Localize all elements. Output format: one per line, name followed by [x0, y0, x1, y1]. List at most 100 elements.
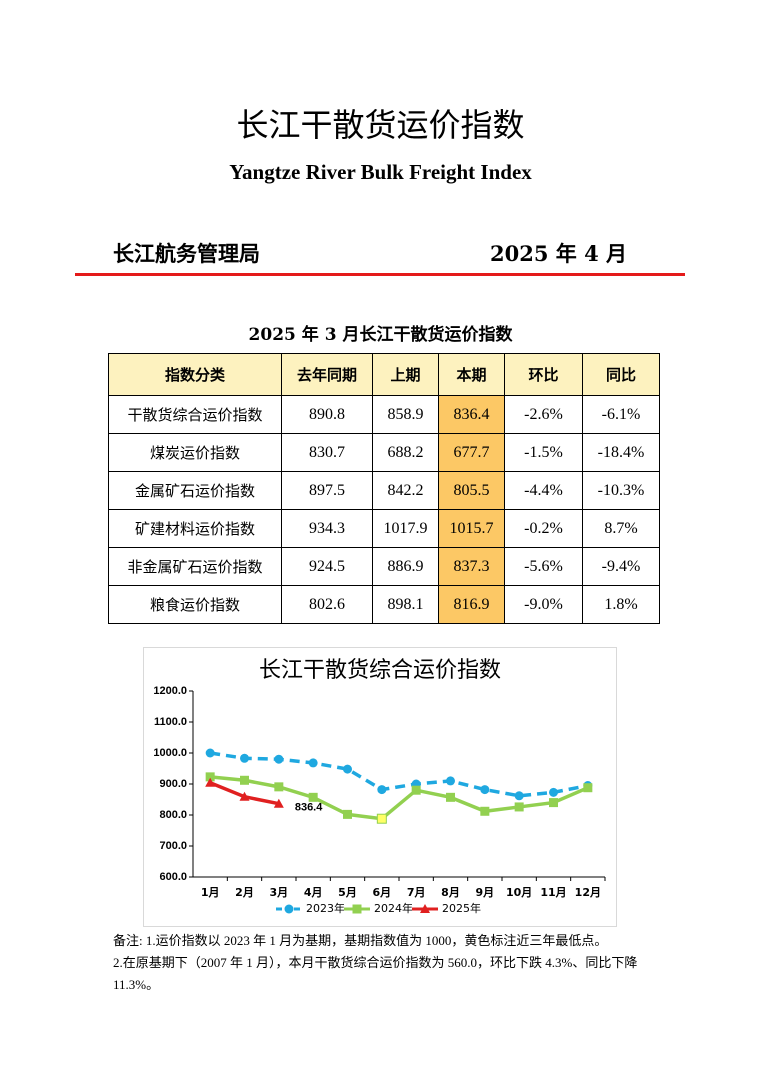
date: 2025 年 4 月 — [490, 241, 627, 266]
x-tick-label: 11月 — [540, 886, 566, 899]
table-cell: 1.8% — [582, 585, 660, 624]
marker — [411, 785, 421, 795]
header-row: 指数分类 去年同期 上期 本期 环比 同比 — [108, 353, 660, 396]
data-label: 836.4 — [295, 802, 323, 814]
table-cell: 8.7% — [582, 509, 660, 548]
x-tick-label: 12月 — [575, 886, 601, 899]
notes: 备注: 1.运价指数以 2023 年 1 月为基期，基期指数值为 1000，黄色… — [113, 930, 658, 996]
table-row: 干散货综合运价指数 890.8 858.9 836.4 -2.6% -6.1% — [108, 395, 660, 434]
note: 2.在原基期下（2007 年 1 月），本月干散货综合运价指数为 560.0，环… — [113, 955, 638, 992]
table-row: 粮食运价指数 802.6 898.1 816.9 -9.0% 1.8% — [108, 585, 660, 624]
table-cell: -4.4% — [504, 471, 583, 510]
column-header: 去年同期 — [281, 353, 373, 396]
table-cell: 金属矿石运价指数 — [108, 471, 282, 510]
legend-label: 2024年 — [374, 901, 413, 915]
table-row: 矿建材料运价指数 934.3 1017.9 1015.7 -0.2% 8.7% — [108, 509, 660, 548]
table-cell: 802.6 — [281, 585, 373, 624]
y-tick-label: 1200.0 — [153, 685, 187, 697]
marker — [274, 782, 284, 792]
table-cell: 898.1 — [372, 585, 439, 624]
x-tick-label: 7月 — [407, 886, 426, 899]
title: 长江干散货运价指数 — [236, 106, 525, 144]
y-tick-label: 800.0 — [159, 809, 187, 821]
marker — [352, 904, 362, 914]
marker — [205, 772, 215, 782]
x-tick-label: 3月 — [270, 886, 289, 899]
marker — [343, 764, 352, 774]
table-cell: -9.0% — [504, 585, 583, 624]
y-tick-label: 900.0 — [159, 778, 187, 790]
table-cell: 粮食运价指数 — [108, 585, 282, 624]
marker — [308, 792, 318, 802]
x-tick-label: 9月 — [476, 886, 495, 899]
series-line — [209, 751, 589, 798]
subtitle: Yangtze River Bulk Freight Index — [229, 160, 532, 184]
marker — [308, 758, 318, 768]
legend-label: 2023年 — [306, 901, 345, 915]
x-tick-label: 4月 — [304, 886, 323, 899]
marker — [343, 809, 352, 819]
marker — [240, 753, 249, 763]
table-cell: 煤炭运价指数 — [108, 433, 282, 472]
x-tick-label: 6月 — [373, 886, 392, 899]
marker — [240, 775, 249, 785]
table-cell: 805.5 — [438, 471, 505, 510]
marker — [514, 802, 524, 812]
table: 指数分类 去年同期 上期 本期 环比 同比 干散货综合运价指数 890.8 858.9 836.4… — [108, 353, 660, 624]
column-header: 上期 — [372, 353, 439, 396]
chart-title: 长江干散货综合运价指数 — [259, 658, 501, 683]
table-cell: -0.2% — [504, 509, 583, 548]
x-tick-label: 10月 — [506, 886, 532, 899]
marker — [549, 787, 558, 797]
table-cell: 1015.7 — [438, 509, 505, 548]
table-cell: -10.3% — [582, 471, 660, 510]
legend-label: 2025年 — [442, 901, 481, 915]
marker — [480, 785, 490, 795]
table-cell: 干散货综合运价指数 — [108, 395, 282, 434]
column-header: 指数分类 — [108, 353, 282, 396]
marker — [273, 798, 284, 808]
marker — [446, 776, 455, 786]
note: 备注: 1.运价指数以 2023 年 1 月为基期，基期指数值为 1000，黄色… — [113, 933, 608, 948]
marker — [549, 798, 558, 808]
table-cell: 830.7 — [281, 433, 373, 472]
table-cell: 886.9 — [372, 547, 439, 586]
table-cell: 924.5 — [281, 547, 373, 586]
table-cell: 842.2 — [372, 471, 439, 510]
organization: 长江航务管理局 — [113, 241, 260, 266]
table-cell: -2.6% — [504, 395, 583, 434]
table-cell: 677.7 — [438, 433, 505, 472]
marker — [239, 791, 250, 801]
marker — [583, 783, 593, 793]
marker — [480, 806, 490, 816]
marker — [377, 785, 387, 795]
table-cell: 836.4 — [438, 395, 505, 434]
table-cell: -9.4% — [582, 547, 660, 586]
table-cell: 816.9 — [438, 585, 505, 624]
table-title: 2025 年 3 月长江干散货运价指数 — [248, 325, 513, 345]
y-tick-label: 700.0 — [159, 840, 187, 852]
column-header: 环比 — [504, 353, 583, 396]
marker — [514, 791, 524, 801]
marker — [274, 754, 284, 764]
x-tick-label: 1月 — [201, 886, 220, 899]
table-row: 金属矿石运价指数 897.5 842.2 805.5 -4.4% -10.3% — [108, 471, 660, 510]
table-cell: -5.6% — [504, 547, 583, 586]
divider — [75, 273, 685, 276]
y-tick-label: 1100.0 — [154, 716, 187, 728]
y-tick-label: 1000.0 — [153, 747, 187, 759]
column-header: 同比 — [582, 353, 660, 396]
table-cell: 858.9 — [372, 395, 439, 434]
x-tick-label: 2月 — [235, 886, 254, 899]
x-tick-label: 8月 — [441, 886, 460, 899]
series-line — [209, 775, 589, 821]
marker — [205, 777, 216, 787]
marker — [205, 748, 215, 758]
table-cell: -6.1% — [582, 395, 660, 434]
table-cell: 934.3 — [281, 509, 373, 548]
chart-frame — [143, 647, 617, 927]
marker — [420, 904, 430, 913]
x-tick-label: 5月 — [338, 886, 357, 899]
